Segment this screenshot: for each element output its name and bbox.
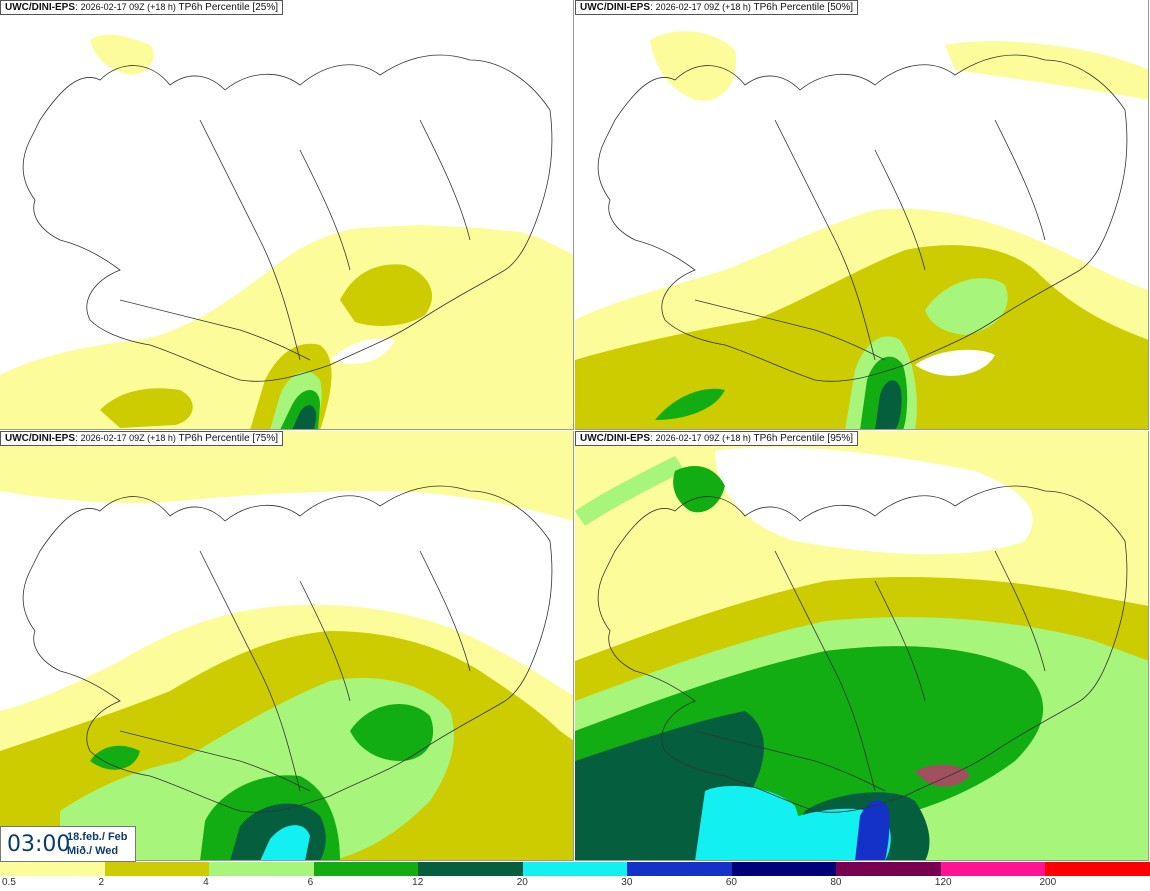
header-product: TP6h Percentile [25%] xyxy=(178,2,279,13)
colorbar-labels: 0.5 2 4 6 12 20 30 60 80 120 200 xyxy=(0,877,1150,891)
colorbar-swatch xyxy=(1045,862,1150,876)
panel-header-p50: UWC/DINI-EPS: 2026-02-17 09Z (+18 h) TP6… xyxy=(575,0,858,15)
precip-colorbar: 0.5 2 4 6 12 20 30 60 80 120 200 xyxy=(0,862,1150,891)
header-run: 2026-02-17 09Z (+18 h) xyxy=(655,2,751,12)
colorbar-label: 12 xyxy=(412,877,424,888)
colorbar-label: 20 xyxy=(516,877,528,888)
colorbar-swatch xyxy=(104,862,210,876)
colorbar-label: 4 xyxy=(203,877,209,888)
header-source: UWC/DINI-EPS xyxy=(5,2,75,13)
colorbar-swatch xyxy=(731,862,837,876)
map-panel-p25: UWC/DINI-EPS: 2026-02-17 09Z (+18 h) TP6… xyxy=(0,0,574,430)
valid-date-day: 18.feb./ Feb xyxy=(67,831,128,843)
header-run: 2026-02-17 09Z (+18 h) xyxy=(80,2,176,12)
precip-map-p50 xyxy=(575,31,1148,429)
header-source: UWC/DINI-EPS xyxy=(5,433,75,444)
colorbar-label: 80 xyxy=(830,877,842,888)
header-product: TP6h Percentile [50%] xyxy=(753,2,854,13)
valid-time-clock: 03:00 xyxy=(7,831,71,857)
header-run: 2026-02-17 09Z (+18 h) xyxy=(655,433,751,443)
colorbar-label: 6 xyxy=(307,877,314,888)
valid-time-box: 03:00 18.feb./ Feb Mið./ Wed xyxy=(0,826,136,862)
colorbar-swatch xyxy=(836,862,941,876)
colorbar-swatch xyxy=(209,862,314,876)
colorbar-label: 0.5 xyxy=(2,877,16,888)
panel-header-p25: UWC/DINI-EPS: 2026-02-17 09Z (+18 h) TP6… xyxy=(0,0,283,15)
valid-date: 18.feb./ Feb Mið./ Wed xyxy=(67,830,128,858)
precip-map-p95 xyxy=(575,431,1148,860)
panel-header-p95: UWC/DINI-EPS: 2026-02-17 09Z (+18 h) TP6… xyxy=(575,431,858,446)
colorbar-swatches xyxy=(0,862,1150,876)
colorbar-swatch xyxy=(627,862,732,876)
colorbar-label: 2 xyxy=(98,877,105,888)
colorbar-swatch xyxy=(522,862,628,876)
panel-header-p75: UWC/DINI-EPS: 2026-02-17 09Z (+18 h) TP6… xyxy=(0,431,283,446)
colorbar-swatch xyxy=(313,862,419,876)
precip-map-p75 xyxy=(0,431,573,860)
header-source: UWC/DINI-EPS xyxy=(580,433,650,444)
header-product: TP6h Percentile [75%] xyxy=(178,433,279,444)
colorbar-swatch xyxy=(418,862,523,876)
header-run: 2026-02-17 09Z (+18 h) xyxy=(80,433,176,443)
colorbar-label: 120 xyxy=(934,877,952,888)
map-panel-p95: UWC/DINI-EPS: 2026-02-17 09Z (+18 h) TP6… xyxy=(575,431,1149,861)
colorbar-label: 30 xyxy=(621,877,633,888)
header-product: TP6h Percentile [95%] xyxy=(753,433,854,444)
map-panel-p75: UWC/DINI-EPS: 2026-02-17 09Z (+18 h) TP6… xyxy=(0,431,574,861)
header-source: UWC/DINI-EPS xyxy=(580,2,650,13)
map-panel-p50: UWC/DINI-EPS: 2026-02-17 09Z (+18 h) TP6… xyxy=(575,0,1149,430)
colorbar-swatch xyxy=(0,862,105,876)
precip-map-p25 xyxy=(0,34,573,429)
colorbar-label: 60 xyxy=(725,877,737,888)
valid-date-weekday: Mið./ Wed xyxy=(67,845,119,857)
colorbar-label: 200 xyxy=(1039,877,1057,888)
colorbar-swatch xyxy=(940,862,1046,876)
